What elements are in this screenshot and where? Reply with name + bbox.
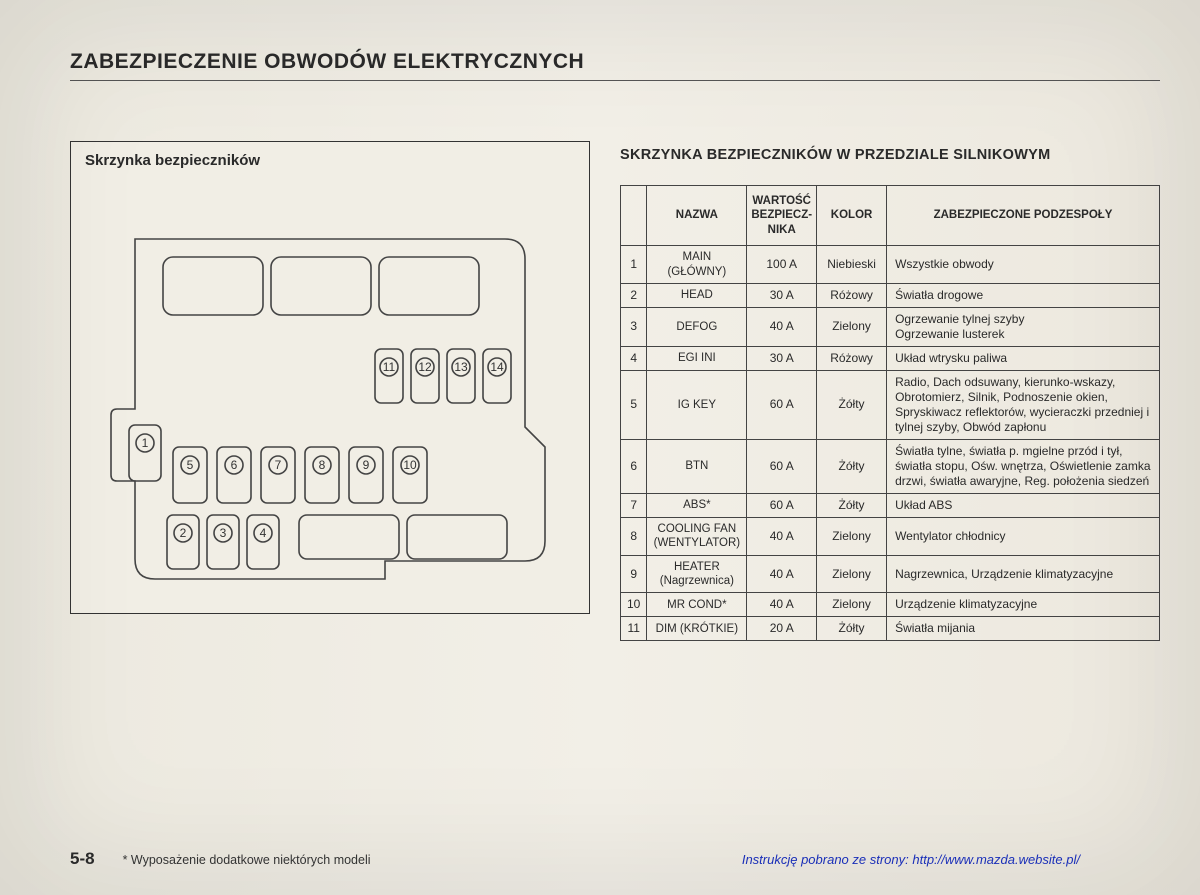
svg-text:8: 8 <box>319 458 326 472</box>
table-row: 8COOLING FAN(WENTYLATOR)40 AZielonyWenty… <box>621 517 1160 555</box>
svg-text:7: 7 <box>275 458 282 472</box>
svg-text:5: 5 <box>187 458 194 472</box>
svg-text:14: 14 <box>490 360 504 374</box>
page-number: 5-8 <box>70 849 95 869</box>
svg-text:3: 3 <box>220 526 227 540</box>
svg-text:11: 11 <box>383 360 396 374</box>
fuse-table: NAZWAWARTOŚĆ BEZPIECZ-NIKAKOLORZABEZPIEC… <box>620 185 1160 641</box>
table-row: 7ABS*60 AŻółtyUkład ABS <box>621 493 1160 517</box>
table-row: 10MR COND*40 AZielonyUrządzenie klimatyz… <box>621 593 1160 617</box>
source-prefix: Instrukcję pobrano ze strony: <box>742 852 913 867</box>
diagram-title: Skrzynka bezpieczników <box>85 152 575 169</box>
svg-text:6: 6 <box>231 458 238 472</box>
table-row: 4EGI INI30 ARóżowyUkład wtrysku paliwa <box>621 346 1160 370</box>
table-title: SKRZYNKA BEZPIECZNIKÓW W PRZEDZIALE SILN… <box>620 147 1160 163</box>
svg-text:1: 1 <box>142 436 149 450</box>
table-col-header: WARTOŚĆ BEZPIECZ-NIKA <box>747 186 817 246</box>
svg-text:10: 10 <box>403 458 417 472</box>
source-url: http://www.mazda.website.pl/ <box>912 852 1080 867</box>
svg-text:12: 12 <box>418 360 432 374</box>
svg-text:13: 13 <box>454 360 468 374</box>
table-row: 11DIM (KRÓTKIE)20 AŻółtyŚwiatła mijania <box>621 617 1160 641</box>
page-header: ZABEZPIECZENIE OBWODÓW ELEKTRYCZNYCH <box>70 50 1160 81</box>
fusebox-diagram-panel: Skrzynka bezpieczników <box>70 141 590 614</box>
table-row: 2HEAD30 ARóżowyŚwiatła drogowe <box>621 283 1160 307</box>
source-link[interactable]: Instrukcję pobrano ze strony: http://www… <box>742 852 1080 867</box>
svg-text:4: 4 <box>260 526 267 540</box>
table-row: 9HEATER(Nagrzewnica)40 AZielonyNagrzewni… <box>621 555 1160 593</box>
footnote: * Wyposażenie dodatkowe niektórych model… <box>123 853 371 867</box>
svg-text:9: 9 <box>363 458 370 472</box>
table-row: 6BTN60 AŻółtyŚwiatła tylne, światła p. m… <box>621 439 1160 493</box>
svg-text:2: 2 <box>180 526 187 540</box>
table-row: 5IG KEY60 AŻółtyRadio, Dach odsuwany, ki… <box>621 370 1160 439</box>
table-col-header: ZABEZPIECZONE PODZESPOŁY <box>887 186 1160 246</box>
table-col-header: NAZWA <box>647 186 747 246</box>
table-col-header: KOLOR <box>817 186 887 246</box>
table-row: 3DEFOG40 AZielonyOgrzewanie tylnej szyby… <box>621 307 1160 346</box>
fusebox-diagram: 1112131456789101234 <box>95 179 565 599</box>
table-row: 1MAIN(GŁÓWNY)100 ANiebieskiWszystkie obw… <box>621 246 1160 284</box>
